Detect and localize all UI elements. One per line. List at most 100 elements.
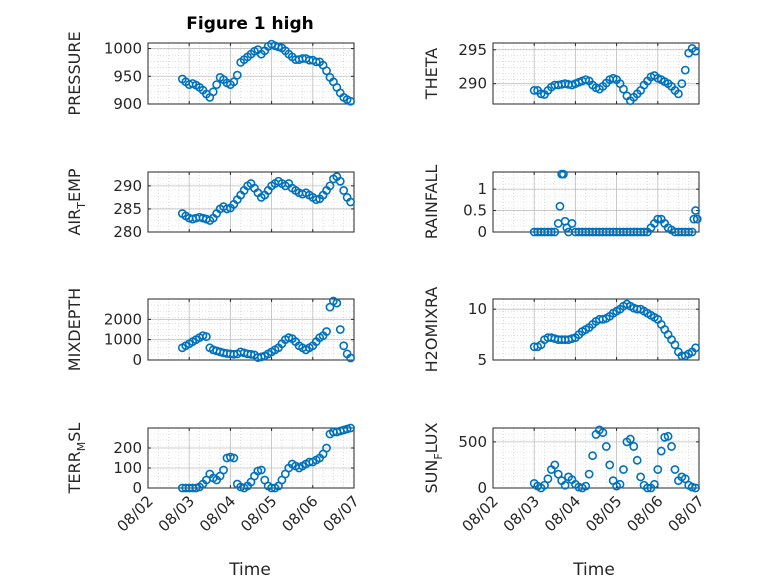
y-axis-label: PRESSURE [65, 31, 84, 115]
x-tick-label: 08/04 [196, 492, 239, 535]
data-point [656, 446, 666, 456]
figure-title: Figure 1 high [186, 14, 314, 34]
y-axis-label: SUNFLUX [422, 422, 445, 493]
data-point [339, 341, 349, 351]
data-point [619, 465, 628, 474]
y-tick-label: 290 [458, 75, 487, 93]
data-point [346, 423, 355, 433]
x-tick-label: 08/04 [541, 492, 584, 535]
data-point [208, 87, 218, 97]
data-point [322, 327, 331, 336]
data-point [689, 214, 699, 224]
data-point [643, 483, 652, 493]
data-point [558, 169, 568, 179]
data-point [540, 480, 549, 490]
data-point [691, 46, 700, 56]
x-tick-label: 08/07 [320, 492, 363, 535]
y-tick-label: 500 [458, 433, 487, 451]
y-axis-label: H2OMIXRA [422, 287, 441, 373]
subplot-rainfall: 0 0.5 1 RAINFALL [422, 165, 702, 241]
axes-border [492, 42, 700, 105]
y-tick-label: 1 [477, 180, 487, 198]
data-point [691, 343, 700, 353]
data-point [332, 298, 342, 308]
y-axis-label: RAINFALL [422, 165, 441, 240]
x-axis-label-left: Time [228, 560, 271, 580]
data-point [562, 223, 572, 233]
x-tick-label: 08/05 [237, 492, 280, 535]
x-tick-label: 08/02 [459, 492, 502, 535]
data-point [680, 65, 690, 75]
subplot-sun-flux: 0 500 SUNFLUX 08/0208/0308/0408/0508/0608/0… [422, 422, 708, 535]
data-point [219, 465, 228, 475]
data-point [212, 80, 222, 89]
subplot-terr-msl: 0 100 200 TERRMSL 08/0208/0308/0408/0508/060… [65, 423, 363, 536]
axes-border [147, 42, 355, 105]
y-axis-label: THETA [422, 48, 441, 100]
x-tick-label: 08/06 [623, 492, 666, 535]
data-point [346, 197, 355, 207]
data-point [629, 442, 639, 451]
data-point [625, 434, 635, 444]
y-tick-label: 1000 [104, 40, 142, 58]
x-tick-label: 08/05 [582, 492, 625, 535]
x-tick-label: 08/02 [114, 492, 157, 535]
y-axis-label: MIXDEPTH [65, 288, 84, 371]
y-tick-label: 290 [113, 177, 142, 195]
data-point [667, 442, 676, 451]
data-point [653, 465, 663, 474]
data-point [346, 96, 355, 106]
y-tick-label: 0.5 [463, 202, 487, 220]
data-point [598, 428, 608, 438]
data-point [201, 332, 211, 342]
data-point [529, 86, 539, 95]
y-axis-label: TERRMSL [65, 423, 88, 495]
data-point [567, 219, 577, 228]
x-axis-label-right: Time [572, 560, 615, 580]
axes-border [492, 298, 700, 361]
data-point [543, 474, 553, 484]
y-tick-label: 950 [113, 67, 142, 85]
data-point [229, 453, 239, 463]
axes-border [147, 298, 355, 361]
data-point [691, 483, 700, 493]
data-point [322, 66, 331, 76]
data-point [339, 186, 349, 195]
y-axis-label: AIRTEMP [65, 168, 88, 235]
data-point [581, 481, 591, 491]
data-point [632, 455, 642, 465]
data-point [536, 89, 546, 99]
data-point [639, 227, 649, 237]
data-point [670, 340, 680, 350]
y-tick-label: 0 [477, 223, 487, 241]
data-point [649, 479, 659, 489]
data-point [555, 201, 565, 211]
data-point [680, 474, 690, 484]
data-point [605, 460, 615, 470]
data-point [229, 77, 239, 87]
x-tick-label: 08/03 [155, 492, 198, 535]
data-point [619, 84, 628, 94]
data-point [615, 479, 625, 489]
data-point [550, 460, 560, 470]
data-point [588, 451, 597, 461]
data-point [670, 465, 680, 474]
data-point [560, 480, 570, 490]
data-point [335, 325, 345, 334]
data-point [246, 349, 256, 359]
y-tick-label: 100 [113, 459, 142, 477]
subplot-mixdepth: 0 1000 2000 MIXDEPTH [65, 288, 355, 371]
y-tick-label: 0 [132, 351, 142, 369]
data-point [311, 57, 321, 67]
y-tick-label: 200 [113, 439, 142, 457]
y-tick-label: 5 [477, 351, 487, 369]
data-point [335, 176, 345, 186]
data-point [691, 206, 700, 215]
data-point [256, 465, 266, 475]
subplot-pressure: 900 950 1000 PRESSURE [65, 31, 355, 116]
data-point [663, 431, 673, 441]
y-tick-label: 295 [458, 41, 487, 59]
data-point [584, 469, 594, 479]
y-tick-label: 900 [113, 95, 142, 113]
